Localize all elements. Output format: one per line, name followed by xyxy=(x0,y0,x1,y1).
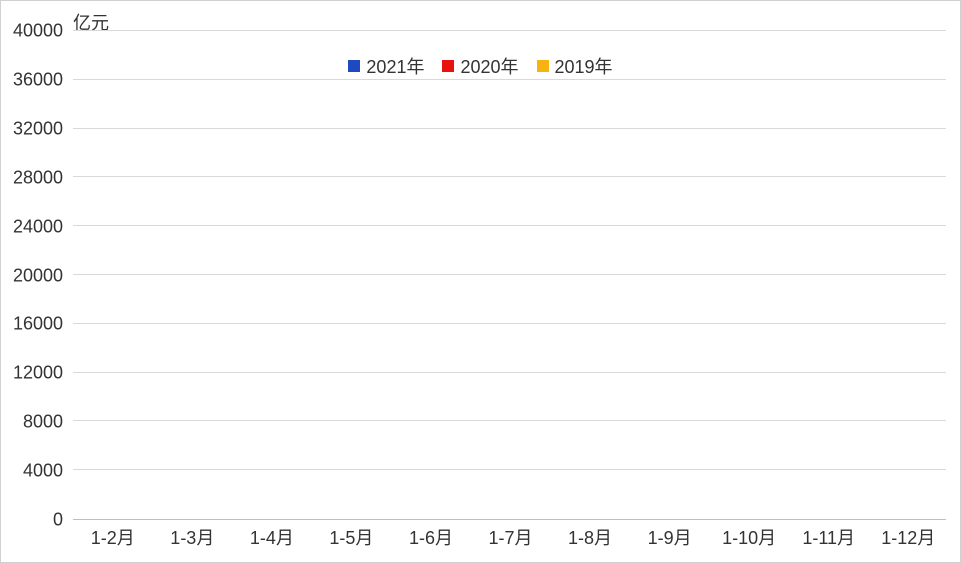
y-tick-label: 40000 xyxy=(13,21,63,42)
x-axis-labels: 1-2月 1-3月 1-4月 1-5月 1-6月 1-7月 1-8月 1-9月 1-10月 1-1… xyxy=(73,524,946,554)
plot-area xyxy=(73,31,946,520)
chart-container: 亿元 2021年 2020年 2019年 0400080001200016000… xyxy=(0,0,961,563)
x-tick-label: 1-12月 xyxy=(881,524,935,550)
y-axis-ticks: 0400080001200016000200002400028000320003… xyxy=(1,31,73,520)
y-tick-label: 32000 xyxy=(13,118,63,139)
y-tick-label: 4000 xyxy=(23,461,63,482)
y-tick-label: 28000 xyxy=(13,167,63,188)
y-tick-label: 16000 xyxy=(13,314,63,335)
y-tick-label: 12000 xyxy=(13,363,63,384)
y-tick-label: 36000 xyxy=(13,69,63,90)
x-tick-label: 1-9月 xyxy=(648,524,692,550)
y-tick-label: 20000 xyxy=(13,265,63,286)
x-tick-label: 1-3月 xyxy=(170,524,214,550)
y-tick-label: 8000 xyxy=(23,412,63,433)
y-tick-label: 24000 xyxy=(13,216,63,237)
x-tick-label: 1-2月 xyxy=(91,524,135,550)
x-tick-label: 1-10月 xyxy=(722,524,776,550)
x-tick-label: 1-5月 xyxy=(329,524,373,550)
x-tick-label: 1-4月 xyxy=(250,524,294,550)
x-tick-label: 1-7月 xyxy=(488,524,532,550)
x-tick-label: 1-8月 xyxy=(568,524,612,550)
bars-layer xyxy=(73,31,946,519)
x-tick-label: 1-6月 xyxy=(409,524,453,550)
x-tick-label: 1-11月 xyxy=(802,524,855,550)
y-tick-label: 0 xyxy=(53,510,63,531)
